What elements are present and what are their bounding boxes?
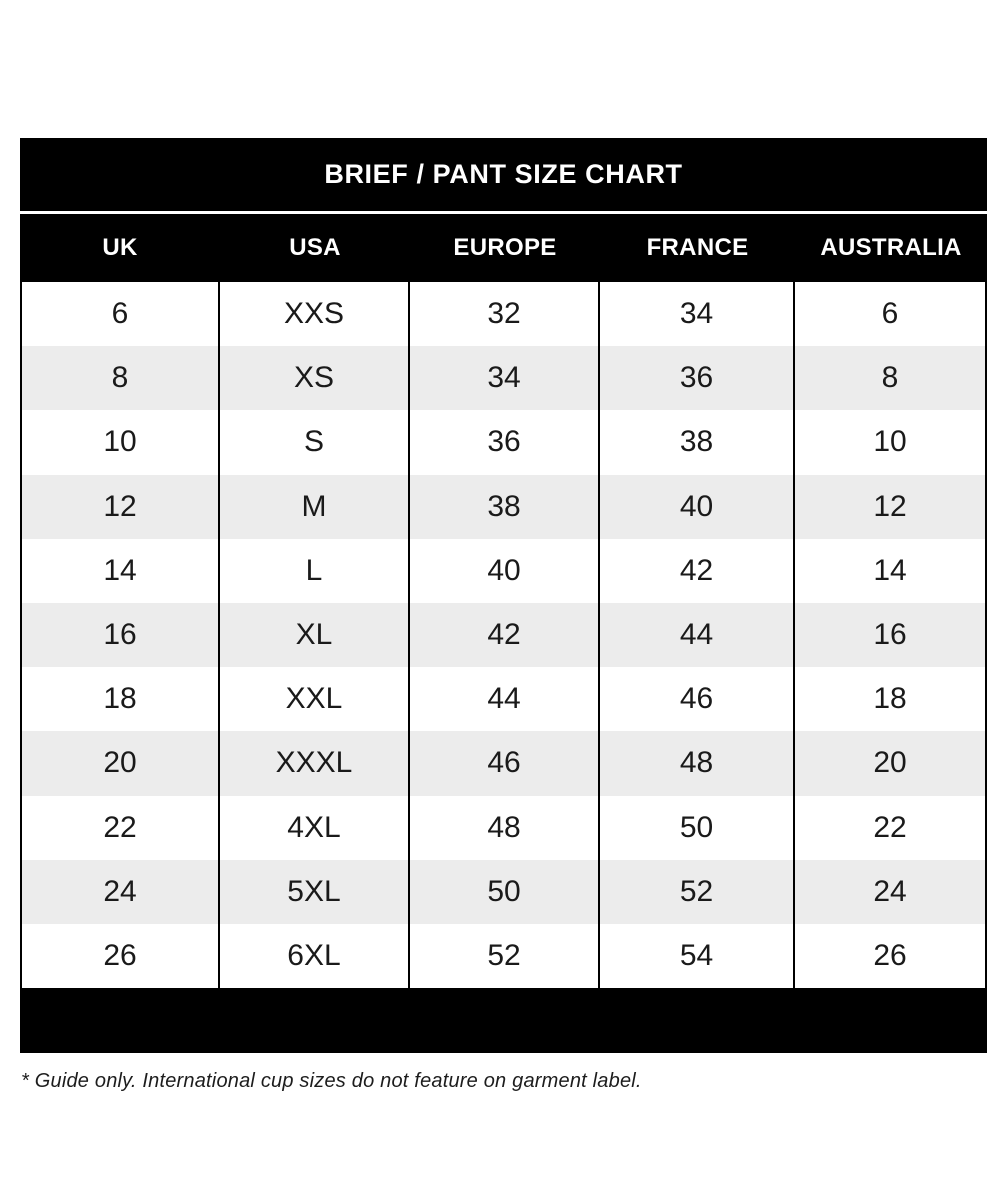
size-cell: 14 [873, 553, 907, 587]
size-cell: 18 [22, 667, 220, 732]
table-row: 18 XXL 44 46 18 [22, 667, 985, 732]
size-cell: 42 [600, 538, 795, 603]
column-header-france: FRANCE [646, 234, 749, 261]
size-cell: 26 [22, 923, 220, 989]
size-cell: 32 [410, 282, 600, 347]
size-cell: 34 [410, 346, 600, 411]
size-cell: 26 [873, 938, 907, 972]
size-cell: 12 [22, 474, 220, 539]
size-cell: 38 [410, 474, 600, 539]
size-cell: 46 [600, 667, 795, 732]
footnote: * Guide only. International cup sizes do… [21, 1070, 642, 1092]
table-row: 20 XXXL 46 48 20 [22, 731, 985, 796]
size-cell: 48 [600, 731, 795, 796]
size-cell: 8 [881, 361, 899, 395]
table-row: 26 6XL 52 54 26 [22, 923, 985, 989]
size-cell: 48 [410, 795, 600, 860]
size-cell: XXXL [220, 731, 410, 796]
column-header-europe: EUROPE [453, 234, 557, 261]
size-cell: XXS [220, 282, 410, 347]
table-row: 14 L 40 42 14 [22, 538, 985, 603]
size-cell: 16 [873, 618, 907, 652]
size-cell: 50 [600, 795, 795, 860]
column-header-uk: UK [102, 234, 138, 261]
size-cell: M [220, 474, 410, 539]
size-cell: 40 [410, 538, 600, 603]
size-cell: 36 [600, 346, 795, 411]
size-cell: 40 [600, 474, 795, 539]
size-cell: 46 [410, 731, 600, 796]
size-cell: 4XL [220, 795, 410, 860]
size-cell: 22 [22, 795, 220, 860]
size-cell: S [220, 410, 410, 475]
size-cell: XXL [220, 667, 410, 732]
size-cell: 38 [600, 410, 795, 475]
size-cell: XS [220, 346, 410, 411]
table-row: 6 XXS 32 34 6 [22, 282, 985, 347]
table-row: 24 5XL 50 52 24 [22, 859, 985, 924]
chart-title-bar: BRIEF / PANT SIZE CHART [20, 138, 987, 211]
size-cell: 24 [873, 874, 907, 908]
column-header-australia: AUSTRALIA [820, 234, 962, 261]
size-cell: L [220, 538, 410, 603]
size-cell: XL [220, 602, 410, 668]
size-cell: 12 [873, 489, 907, 523]
size-cell: 6 [22, 282, 220, 347]
size-cell: 6XL [220, 923, 410, 989]
size-cell: 24 [22, 859, 220, 924]
size-cell: 44 [600, 602, 795, 668]
chart-footer-bar [20, 988, 987, 1054]
size-cell: 54 [600, 923, 795, 989]
table-row: 8 XS 34 36 8 [22, 346, 985, 411]
size-cell: 18 [873, 682, 907, 716]
column-header-usa: USA [289, 234, 341, 261]
table-body: 6 XXS 32 34 6 8 XS 34 36 8 10 S 36 38 10 12 M 38 40 12 14 L 40… [20, 282, 987, 989]
size-cell: 20 [22, 731, 220, 796]
size-cell: 36 [410, 410, 600, 475]
table-row: 10 S 36 38 10 [22, 410, 985, 475]
size-cell: 14 [22, 538, 220, 603]
size-cell: 52 [410, 923, 600, 989]
size-cell: 22 [873, 810, 907, 844]
size-cell: 16 [22, 602, 220, 668]
size-cell: 6 [881, 297, 899, 331]
table-row: 16 XL 42 44 16 [22, 602, 985, 668]
size-cell: 52 [600, 859, 795, 924]
size-cell: 8 [22, 346, 220, 411]
size-cell: 10 [22, 410, 220, 475]
size-cell: 44 [410, 667, 600, 732]
size-cell: 5XL [220, 859, 410, 924]
size-cell: 42 [410, 602, 600, 668]
size-cell: 20 [873, 746, 907, 780]
size-cell: 34 [600, 282, 795, 347]
chart-title: BRIEF / PANT SIZE CHART [324, 159, 683, 189]
table-header-row: UK USA EUROPE FRANCE AUSTRALIA [20, 214, 987, 282]
table-row: 22 4XL 48 50 22 [22, 795, 985, 860]
size-chart: BRIEF / PANT SIZE CHART UK USA EUROPE FR… [20, 138, 987, 1054]
size-cell: 10 [873, 425, 907, 459]
size-cell: 50 [410, 859, 600, 924]
table-row: 12 M 38 40 12 [22, 474, 985, 539]
